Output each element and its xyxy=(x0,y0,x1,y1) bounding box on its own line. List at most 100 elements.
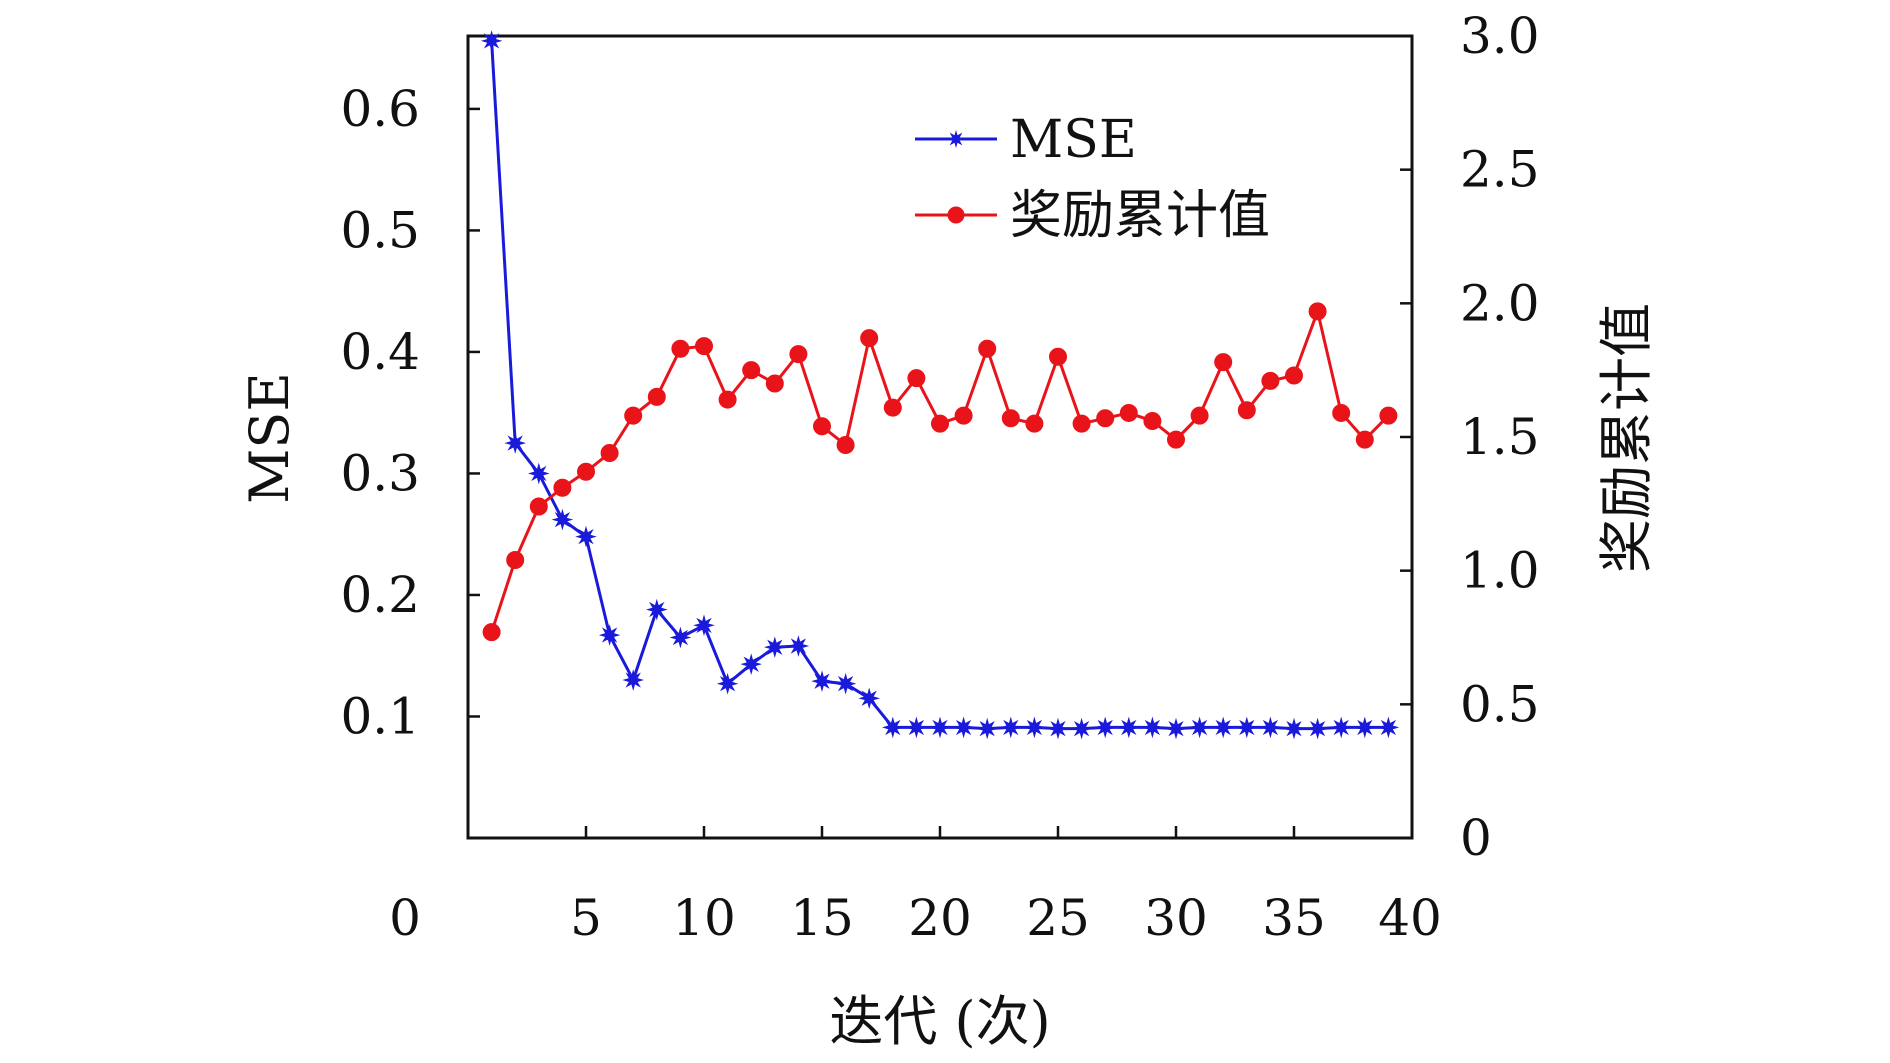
y-left-tick-label: 0.1 xyxy=(340,687,420,745)
x-tick-label: 25 xyxy=(1026,889,1090,947)
mse-series-point xyxy=(693,614,715,637)
mse-series-point xyxy=(646,598,668,621)
reward-series-point xyxy=(836,436,855,455)
reward-series-point xyxy=(931,414,949,433)
mse-series-point xyxy=(598,624,621,646)
reward-series-point xyxy=(1025,414,1044,433)
mse-series-point xyxy=(716,672,739,695)
reward-series-point xyxy=(1190,406,1209,425)
mse-series-point xyxy=(504,432,526,454)
reward-series-point xyxy=(506,550,525,569)
mse-series-point xyxy=(858,687,880,710)
y-right-tick-label: 0 xyxy=(1460,809,1492,867)
reward-series-point xyxy=(907,369,926,388)
x-tick-label: 35 xyxy=(1262,889,1326,947)
mse-series-point xyxy=(1023,716,1046,739)
mse-series-point xyxy=(1141,716,1164,739)
y-left-tick-label: 0.2 xyxy=(340,566,420,624)
x-tick-label: 20 xyxy=(908,889,972,947)
mse-series-point xyxy=(1330,716,1352,739)
mse-series-point xyxy=(905,716,928,739)
reward-series-point xyxy=(695,337,713,356)
mse-series-point xyxy=(952,716,975,739)
legend-mse-marker xyxy=(947,130,965,148)
mse-series-point xyxy=(811,670,833,693)
reward-series-point xyxy=(813,417,831,436)
reward-series-point xyxy=(1355,430,1374,449)
reward-series-point xyxy=(1049,347,1067,366)
mse-series-point xyxy=(622,669,644,691)
mse-series-point xyxy=(1283,717,1305,740)
mse-series-point xyxy=(787,635,810,657)
y-right-tick-label: 1.5 xyxy=(1460,408,1540,466)
mse-series-point xyxy=(976,717,998,740)
legend-reward-marker xyxy=(947,206,965,224)
mse-series-point xyxy=(1094,716,1116,739)
mse-series-point xyxy=(834,672,857,695)
reward-series-point xyxy=(647,387,666,406)
x-tick-label: 10 xyxy=(672,889,736,947)
reward-series-point xyxy=(742,361,761,380)
reward-series-point xyxy=(671,339,690,358)
mse-series-point xyxy=(1354,716,1376,739)
reward-series-point xyxy=(954,406,973,425)
reward-series-point xyxy=(1237,401,1256,420)
mse-series-point xyxy=(1212,716,1234,739)
mse-series-point xyxy=(1259,716,1282,739)
mse-series-point xyxy=(764,636,786,659)
legend-mse-label: MSE xyxy=(1010,110,1137,170)
reward-series-point xyxy=(1167,430,1185,449)
reward-series-point xyxy=(624,406,643,425)
y-left-tick-label: 0.5 xyxy=(340,201,420,259)
x-tick-label: 0 xyxy=(389,889,421,947)
mse-series-point xyxy=(575,525,597,548)
reward-series-point xyxy=(765,374,784,393)
y-right-tick-label: 3.0 xyxy=(1460,7,1540,65)
y-right-tick-label: 1.0 xyxy=(1460,542,1540,600)
reward-series-point xyxy=(1332,403,1351,422)
x-tick-label: 30 xyxy=(1144,889,1208,947)
y-right-tick-label: 2.5 xyxy=(1460,141,1540,199)
y-right-tick-label: 0.5 xyxy=(1460,675,1540,733)
reward-series-point xyxy=(553,478,572,497)
mse-series-point xyxy=(669,626,692,649)
reward-series-point xyxy=(883,398,902,417)
mse-series-point xyxy=(929,716,951,739)
mse-series-point xyxy=(1000,716,1022,739)
reward-series-point xyxy=(1308,302,1327,321)
reward-series-point xyxy=(1001,409,1020,428)
y-left-tick-label: 0.4 xyxy=(340,323,420,381)
reward-series-point xyxy=(529,497,548,516)
x-axis-title: 迭代 (次) xyxy=(829,990,1050,1053)
x-tick-label: 15 xyxy=(790,889,854,947)
mse-series-point xyxy=(1070,717,1093,740)
mse-series-point xyxy=(480,30,503,52)
reward-series-point xyxy=(789,345,808,364)
y-left-tick-label: 0.6 xyxy=(340,80,420,138)
y-left-tick-label: 0.3 xyxy=(340,444,420,502)
legend-reward-label: 奖励累计值 xyxy=(1010,186,1270,246)
mse-series-point xyxy=(1236,716,1258,739)
mse-series-point xyxy=(551,508,574,531)
reward-series-point xyxy=(1379,406,1398,425)
reward-series-point xyxy=(860,329,879,348)
y-right-axis-title: 奖励累计值 xyxy=(1595,303,1658,573)
x-tick-label: 40 xyxy=(1378,889,1442,947)
mse-series-point xyxy=(1188,716,1211,739)
reward-series-point xyxy=(1261,371,1280,390)
reward-series-point xyxy=(577,462,595,481)
reward-series-point xyxy=(718,390,737,409)
reward-series-point xyxy=(1072,414,1091,433)
mse-series-point xyxy=(1118,716,1140,739)
reward-series-point xyxy=(1214,353,1233,372)
mse-series-point xyxy=(1165,717,1187,740)
mse-series-point xyxy=(882,716,904,739)
reward-series-point xyxy=(600,444,619,463)
reward-series-point xyxy=(1119,403,1138,422)
mse-series-point xyxy=(1377,716,1400,739)
y-right-tick-label: 2.0 xyxy=(1460,274,1540,332)
mse-series-point xyxy=(1306,717,1329,740)
